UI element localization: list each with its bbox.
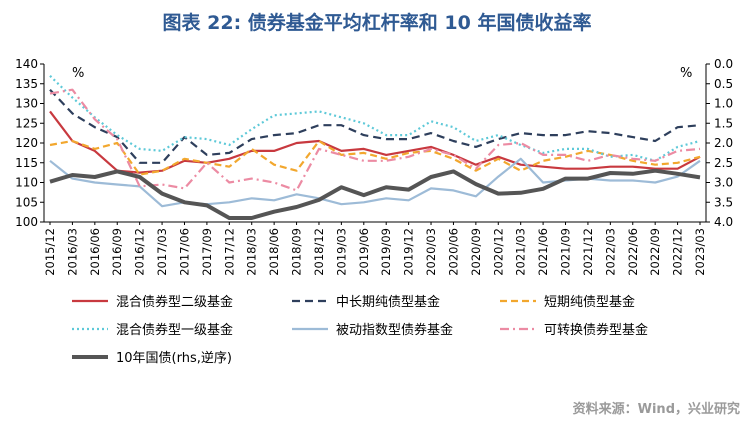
x-tick-label: 2015/12	[43, 228, 57, 276]
x-tick-label: 2018/09	[290, 228, 304, 276]
series-line-6	[49, 168, 701, 220]
right-axis-unit: %	[680, 66, 692, 81]
x-tick-label: 2019/12	[402, 228, 416, 276]
source-note: 资料来源：Wind，兴业研究	[572, 402, 740, 417]
x-tick-label: 2016/12	[133, 228, 147, 276]
x-tick-label: 2017/03	[155, 228, 169, 276]
series-line-3	[49, 75, 701, 162]
x-tick-label: 2019/09	[379, 228, 393, 276]
right-tick-label: 1.5	[714, 116, 733, 130]
left-tick-label: 140	[15, 57, 38, 71]
right-tick-label: 2.5	[714, 156, 733, 170]
left-tick-label: 120	[15, 136, 38, 150]
legend-label-1: 中长期纯债型基金	[336, 294, 440, 310]
legend-label-5: 可转换债券型基金	[544, 322, 648, 338]
x-tick-label: 2021/12	[581, 228, 595, 276]
x-tick-label: 2021/03	[514, 228, 528, 276]
x-tick-label: 2018/06	[267, 228, 281, 276]
series-line-1	[49, 88, 701, 164]
x-tick-label: 2017/09	[200, 228, 214, 276]
right-tick-label: 3.0	[714, 176, 733, 190]
legend-label-6: 10年国债(rhs,逆序)	[116, 350, 232, 366]
x-tick-label: 2019/03	[334, 228, 348, 276]
right-tick-label: 0.5	[714, 77, 733, 91]
right-tick-label: 4.0	[714, 215, 733, 229]
left-tick-label: 115	[15, 156, 38, 170]
chart-title: 图表 22: 债券基金平均杠杆率和 10 年国债收益率	[162, 12, 592, 34]
legend-label-2: 短期纯债型基金	[544, 294, 635, 310]
left-tick-label: 100	[15, 215, 38, 229]
left-tick-label: 105	[15, 195, 38, 209]
x-tick-label: 2018/12	[312, 228, 326, 276]
x-tick-label: 2016/06	[88, 228, 102, 276]
right-tick-label: 1.0	[714, 97, 733, 111]
series-line-2	[49, 139, 701, 176]
legend-label-3: 混合债券型一级基金	[116, 322, 233, 338]
right-tick-label: 3.5	[714, 195, 733, 209]
left-tick-label: 125	[15, 116, 38, 130]
x-tick-label: 2021/06	[536, 228, 550, 276]
right-tick-label: 2.0	[714, 136, 733, 150]
x-tick-label: 2017/12	[222, 228, 236, 276]
x-tick-label: 2023/03	[693, 228, 707, 276]
left-tick-label: 135	[15, 77, 38, 91]
x-tick-label: 2018/03	[245, 228, 259, 276]
left-tick-label: 110	[15, 176, 38, 190]
series-line-0	[49, 110, 701, 174]
x-tick-label: 2022/09	[648, 228, 662, 276]
x-tick-label: 2016/09	[110, 228, 124, 276]
x-tick-label: 2019/06	[357, 228, 371, 276]
x-tick-label: 2020/06	[446, 228, 460, 276]
left-axis-unit: %	[72, 66, 84, 81]
right-tick-label: 0.0	[714, 57, 733, 71]
x-tick-label: 2022/12	[671, 228, 685, 276]
left-tick-label: 130	[15, 97, 38, 111]
x-tick-label: 2020/09	[469, 228, 483, 276]
x-tick-label: 2020/12	[491, 228, 505, 276]
x-tick-label: 2021/09	[559, 228, 573, 276]
x-tick-label: 2020/03	[424, 228, 438, 276]
series-line-5	[49, 88, 701, 192]
x-tick-label: 2017/06	[177, 228, 191, 276]
x-tick-label: 2022/03	[603, 228, 617, 276]
legend-label-0: 混合债券型二级基金	[116, 294, 233, 310]
x-tick-label: 2016/03	[65, 228, 79, 276]
x-tick-label: 2022/06	[626, 228, 640, 276]
legend-label-4: 被动指数型债券基金	[336, 322, 453, 338]
